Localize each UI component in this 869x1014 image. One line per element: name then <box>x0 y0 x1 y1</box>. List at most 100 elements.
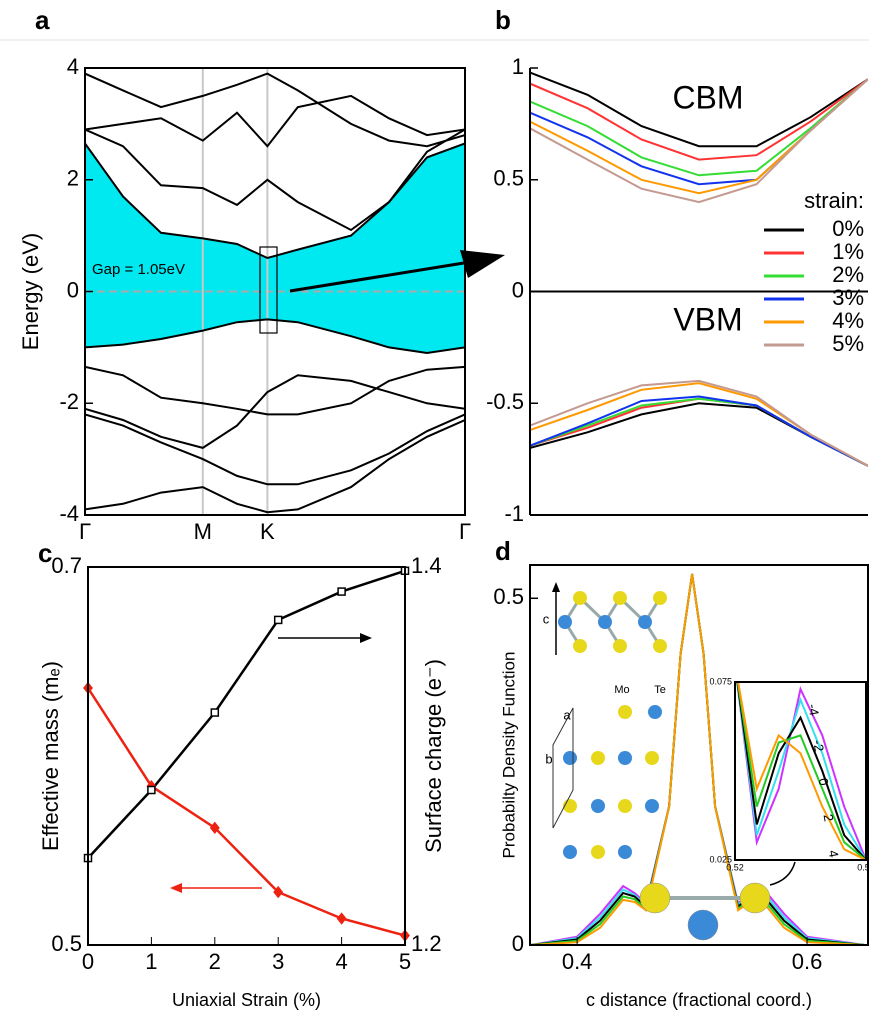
y-tick-label: 1.2 <box>411 931 442 956</box>
plot-frame <box>529 564 869 946</box>
series-line <box>85 413 465 486</box>
series-line <box>530 379 868 467</box>
plot-frame <box>87 566 406 946</box>
panel-label: c <box>38 538 52 568</box>
x-tick-label: Γ <box>79 519 91 544</box>
point-marker <box>337 587 346 596</box>
series-line <box>85 142 465 260</box>
y-tick-label: 1 <box>512 54 524 79</box>
plot-area <box>85 68 465 515</box>
illustration <box>552 582 667 859</box>
arrow-head <box>170 883 182 893</box>
structure-label: b <box>545 751 552 766</box>
y-axis-label: Probabilty Density Function <box>499 652 518 859</box>
y-tick-label: 0.7 <box>51 553 82 578</box>
series-line <box>85 94 465 148</box>
atom-sphere <box>687 909 719 941</box>
y-tick-label: 0.5 <box>493 584 524 609</box>
y-tick-label: 2 <box>67 166 79 191</box>
legend-label: 1% <box>832 239 864 264</box>
legend-label: 3% <box>832 285 864 310</box>
series-line <box>85 72 465 148</box>
x-tick-label: K <box>260 519 275 544</box>
structure-label: a <box>563 707 571 722</box>
point-marker <box>147 785 156 795</box>
structure-label: c <box>543 611 550 626</box>
y-tick-label: 0.5 <box>51 931 82 956</box>
x-tick-label: 0.6 <box>792 949 823 974</box>
point-marker <box>210 708 220 717</box>
plot-frame <box>84 67 466 516</box>
y-tick-label: -2 <box>59 389 79 414</box>
y-axis-label: Effective mass (mₑ) <box>38 661 63 851</box>
te-atoms <box>563 591 667 859</box>
legend-label: 2% <box>832 262 864 287</box>
series-line <box>736 682 866 860</box>
series-label: -4 <box>805 703 822 717</box>
legend-label: 5% <box>832 331 864 356</box>
y-axis-label: Energy (eV) <box>18 233 43 350</box>
inset-pointer <box>769 861 796 886</box>
plot-frame <box>734 681 867 861</box>
gap-fill <box>85 143 465 353</box>
series-label: 0 <box>816 777 832 787</box>
series-line <box>85 128 465 232</box>
c-arrow-head <box>552 582 560 592</box>
series-line <box>736 682 866 860</box>
series-label: 2 <box>821 813 837 823</box>
point-marker <box>273 885 284 899</box>
y-tick-label: 1.4 <box>411 553 442 578</box>
x-tick-label: Γ <box>459 519 471 544</box>
plot-area <box>736 682 866 860</box>
arrow-head <box>360 633 372 643</box>
series-line <box>737 682 866 860</box>
series-line <box>85 318 465 355</box>
legend-label: 4% <box>832 308 864 333</box>
series-line <box>88 687 405 937</box>
x-tick-label: 4 <box>335 949 347 974</box>
y-tick-label: 4 <box>67 54 79 79</box>
series-line <box>85 365 465 416</box>
plot-area <box>530 71 868 467</box>
series-line <box>85 374 465 449</box>
y2-axis-label: Surface charge (e⁻) <box>421 659 446 853</box>
atom-sphere <box>639 882 671 914</box>
plot-area <box>88 569 405 937</box>
y-tick-label: 0 <box>67 277 79 302</box>
series-line <box>530 397 868 467</box>
x-axis-label: c distance (fractional coord.) <box>586 990 812 1010</box>
series-label: -2 <box>810 739 827 753</box>
series-line <box>530 397 868 467</box>
series-line <box>530 78 868 161</box>
mo-atoms <box>558 615 662 859</box>
series-line <box>530 71 868 148</box>
panel-annotation: CBM <box>672 79 743 115</box>
series-line <box>736 682 866 860</box>
x-tick-label: 3 <box>272 949 284 974</box>
x-tick-label: 0 <box>82 949 94 974</box>
x-tick-label: 0.58 <box>857 862 869 872</box>
point-marker <box>336 912 347 925</box>
series-line <box>88 569 405 859</box>
point-marker <box>273 615 283 625</box>
y-tick-label: -0.5 <box>486 389 524 414</box>
panel-annotation: VBM <box>673 301 742 337</box>
x-tick-label: 0.4 <box>562 949 593 974</box>
k-box <box>259 246 278 334</box>
panel-label: d <box>495 536 511 566</box>
y-tick-label: 0.075 <box>709 676 732 686</box>
series-line <box>736 682 866 860</box>
point-marker <box>209 821 220 835</box>
series-line <box>530 395 868 467</box>
x-tick-label: 1 <box>145 949 157 974</box>
series-line <box>530 78 868 204</box>
unit-cell <box>552 707 574 829</box>
x-tick-label: 5 <box>399 949 411 974</box>
legend-title: strain: <box>804 188 864 213</box>
series-line <box>85 419 465 514</box>
y-tick-label: -1 <box>504 501 524 526</box>
y-tick-label: -4 <box>59 501 79 526</box>
series-line <box>531 573 865 945</box>
